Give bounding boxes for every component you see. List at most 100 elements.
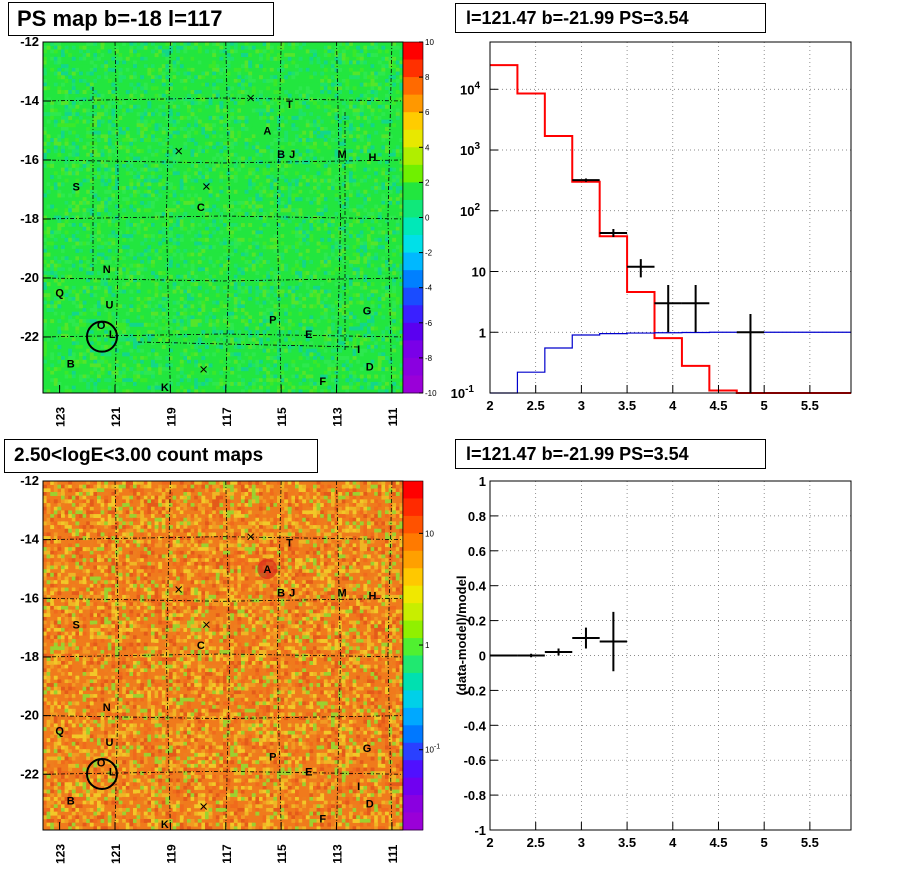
ps-map-xtick-label: 123 <box>54 407 68 427</box>
source-label-S: S <box>73 182 80 194</box>
colorbar-tick-label: -4 <box>425 284 433 293</box>
colorbar-tick-label: 1 <box>425 641 430 650</box>
count-map-xtick-label: 119 <box>164 844 178 864</box>
residuals-xtick-label: 3 <box>578 835 585 850</box>
selected-source-circle <box>85 757 118 790</box>
residuals-ytick-label: -1 <box>474 823 486 838</box>
count-map-xtick-label: 113 <box>331 844 345 864</box>
source-label-J: J <box>289 587 295 599</box>
source-label-Q: Q <box>55 725 64 737</box>
residual-point-1 <box>517 653 545 658</box>
ps-map-xtick-label: 117 <box>220 407 234 427</box>
source-label-F: F <box>319 813 326 825</box>
source-label-B: B <box>67 359 75 371</box>
residuals-ytick-label: 0.4 <box>468 579 487 594</box>
cross-marker-2 <box>203 621 210 629</box>
residuals-ytick-label: 0.2 <box>468 614 486 629</box>
ps-map-ytick-label: -22 <box>20 329 39 344</box>
map-bottom-title: 2.50<logE<3.00 count maps <box>4 439 318 473</box>
residuals-ytick-label: 0.8 <box>468 509 486 524</box>
residuals-ytick-label: -0.4 <box>464 718 487 733</box>
source-label-G: G <box>363 743 372 755</box>
residuals-ytick-label: 1 <box>479 474 486 489</box>
count-map-xtick-label: 117 <box>220 844 234 864</box>
count-map-graticule <box>42 480 404 831</box>
cross-marker-0 <box>247 94 255 102</box>
source-label-M: M <box>337 587 346 599</box>
residuals-ylabel: (data-model)/model <box>454 576 469 696</box>
spectrum-xtick-label: 3 <box>578 398 585 413</box>
source-label-O: O <box>97 758 106 770</box>
colorbar-tick-label: -8 <box>425 354 433 363</box>
residuals-xtick-label: 5 <box>761 835 768 850</box>
source-label-I: I <box>357 344 360 356</box>
cross-marker-3 <box>200 366 207 373</box>
spectrum-xtick-label: 4.5 <box>709 398 727 413</box>
source-label-L: L <box>109 329 116 341</box>
residual-point-3 <box>572 627 600 649</box>
source-label-T: T <box>286 99 293 111</box>
data-point-5 <box>736 313 765 393</box>
ps-map-xtick-label: 115 <box>275 407 289 427</box>
residuals-xtick-label: 3.5 <box>618 835 636 850</box>
source-label-D: D <box>366 361 374 373</box>
residuals-xtick-label: 2 <box>486 835 493 850</box>
residual-point-4 <box>599 611 628 672</box>
residuals-xtick-label: 2.5 <box>527 835 545 850</box>
spectrum-frame <box>489 41 852 394</box>
source-label-K: K <box>161 382 169 394</box>
ps-map-ytick-label: -16 <box>20 152 39 167</box>
count-map-ytick-label: -16 <box>20 590 39 605</box>
count-map-ytick-label: -14 <box>20 532 40 547</box>
source-label-I: I <box>357 781 360 793</box>
background-step-line <box>490 331 851 394</box>
source-label-P: P <box>269 752 276 764</box>
source-label-P: P <box>269 314 276 326</box>
source-label-M: M <box>337 149 346 161</box>
source-label-F: F <box>319 376 326 388</box>
colorbar-tick-label: 10 <box>425 529 434 538</box>
colorbar-tick-label: -10 <box>425 389 437 398</box>
data-point-2 <box>627 259 655 278</box>
residuals-plot <box>489 480 852 831</box>
ps-map-xtick-label: 111 <box>386 407 400 426</box>
ps-map-graticule <box>42 41 404 394</box>
count-map-xtick-label: 121 <box>109 844 123 864</box>
colorbar-tick-label: 6 <box>425 108 430 117</box>
colorbar-tick-label: 0 <box>425 214 430 223</box>
source-label-S: S <box>73 620 80 632</box>
colorbar-tick-label: -6 <box>425 319 433 328</box>
count-map-ytick-label: -22 <box>20 766 39 781</box>
source-label-G: G <box>363 305 372 317</box>
source-label-U: U <box>105 300 113 312</box>
spectrum-ytick-label: 1 <box>479 325 486 340</box>
data-point-0 <box>572 178 600 182</box>
residuals-grid <box>490 481 851 830</box>
residuals-ytick-label: -0.6 <box>464 753 486 768</box>
source-label-U: U <box>105 737 113 749</box>
ps-map-xtick-label: 121 <box>109 407 123 427</box>
source-label-J: J <box>289 149 295 161</box>
source-label-E: E <box>305 766 312 778</box>
count-map-xtick-label: 123 <box>54 844 68 864</box>
cross-marker-2 <box>203 183 210 190</box>
colorbar-tick-label: -2 <box>425 249 433 258</box>
source-label-B: B <box>277 587 285 599</box>
spectrum-ytick-label: 104 <box>460 80 480 97</box>
extra-graticule <box>92 87 359 352</box>
source-label-K: K <box>161 819 169 831</box>
spectrum-xtick-label: 2 <box>486 398 493 413</box>
residuals-ytick-label: -0.8 <box>464 788 486 803</box>
count-map-ytick-label: -20 <box>20 708 39 723</box>
residuals-ytick-label: -0.2 <box>464 683 486 698</box>
ps-map-colorbar <box>402 41 424 394</box>
spectrum-xtick-label: 2.5 <box>527 398 545 413</box>
map-top-title: PS map b=-18 l=117 <box>8 2 274 36</box>
bright-source-blob <box>257 558 278 579</box>
count-map-xtick-label: 111 <box>386 844 400 863</box>
cross-marker-0 <box>247 533 255 541</box>
spectrum-plot <box>489 41 852 394</box>
colorbar-tick-label: 8 <box>425 73 430 82</box>
